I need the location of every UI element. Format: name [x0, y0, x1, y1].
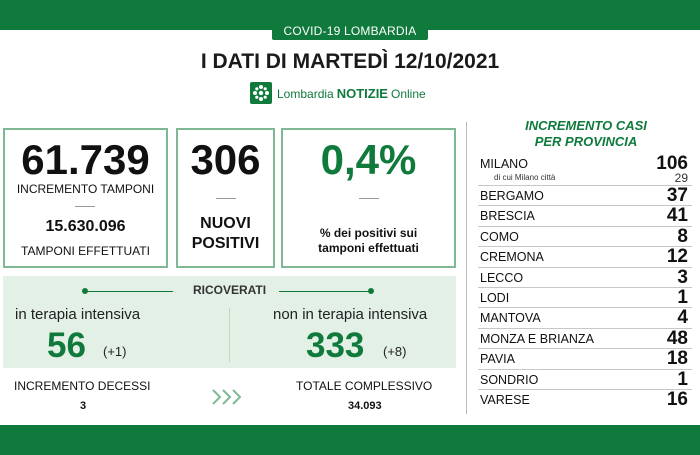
province-row: MANTOVA 4 — [478, 307, 692, 329]
province-row: BRESCIA 41 — [478, 205, 692, 227]
province-row: CREMONA 12 — [478, 246, 692, 268]
header-tag: COVID-19 LOMBARDIA — [272, 22, 428, 40]
brand-name: Lombardia NOTIZIE Online — [277, 86, 426, 101]
province-value: 48 — [666, 327, 688, 349]
tamponi-total: 15.630.096 — [45, 218, 126, 235]
province-row-milano: MILANO 106 di cui Milano città 29 — [478, 153, 692, 186]
percent-label-line1: % dei positivi sui — [319, 226, 418, 240]
percent-label-line2: tamponi effettuati — [318, 241, 419, 255]
province-row: BERGAMO 37 — [478, 185, 692, 207]
ricoverati-divider — [229, 308, 230, 362]
province-value: 37 — [666, 185, 688, 206]
tamponi-card: 61.739 INCREMENTO TAMPONI 15.630.096 TAM… — [3, 128, 168, 268]
tamponi-increment: 61.739 — [21, 136, 150, 183]
province-name: MONZA E BRIANZA — [480, 331, 594, 346]
ricoverati-line-right — [279, 291, 370, 292]
lombardia-rose-icon — [250, 82, 272, 104]
percent-card: 0,4% % dei positivi sui tamponi effettua… — [281, 128, 456, 268]
positivi-card: 306 NUOVI POSITIVI — [176, 128, 275, 268]
province-title-line1: INCREMENTO CASI — [525, 118, 647, 133]
province-title-line2: PER PROVINCIA — [534, 134, 638, 149]
separator — [216, 198, 236, 199]
page-title: I DATI DI MARTEDÌ 12/10/2021 — [200, 50, 500, 73]
province-row: PAVIA 18 — [478, 348, 692, 370]
province-name: BRESCIA — [480, 209, 535, 224]
separator — [75, 206, 95, 207]
ricoverati-panel: RICOVERATI in terapia intensiva 56 (+1) … — [3, 276, 456, 368]
province-name: MILANO — [480, 157, 528, 171]
province-value: 16 — [666, 388, 688, 410]
province-value: 4 — [677, 307, 688, 329]
intensive-delta: (+1) — [103, 344, 127, 359]
milano-city-label: di cui Milano città — [494, 173, 556, 182]
separator — [359, 198, 379, 199]
province-value: 1 — [677, 286, 688, 308]
province-name: SONDRIO — [480, 372, 539, 387]
positivi-label-line1: NUOVI — [200, 215, 251, 232]
province-name: MANTOVA — [480, 311, 541, 326]
province-name: LECCO — [480, 270, 524, 285]
province-value: 3 — [677, 266, 688, 288]
percent-label: % dei positivi sui tamponi effettuati — [283, 226, 454, 256]
province-value: 41 — [666, 205, 688, 227]
non-intensive-delta: (+8) — [383, 344, 407, 359]
province-name: PAVIA — [480, 352, 515, 367]
province-name: CREMONA — [480, 250, 544, 265]
vertical-divider — [466, 122, 467, 414]
brand-part2: NOTIZIE — [336, 85, 388, 101]
tamponi-total-label: TAMPONI EFFETTUATI — [21, 244, 150, 258]
non-intensive-label: non in terapia intensiva — [273, 306, 428, 323]
decessi-total-label: TOTALE COMPLESSIVO — [296, 379, 433, 393]
province-value: 106 — [656, 153, 688, 174]
province-title: INCREMENTO CASI PER PROVINCIA — [478, 118, 694, 150]
province-value: 12 — [666, 246, 688, 268]
positivi-label-line2: POSITIVI — [191, 235, 260, 252]
province-row: COMO 8 — [478, 225, 692, 248]
decessi-increment-label: INCREMENTO DECESSI — [14, 379, 151, 393]
milano-city-value: 29 — [674, 171, 688, 185]
positivi-label: NUOVI POSITIVI — [178, 214, 273, 254]
percent-value: 0,4% — [320, 136, 417, 183]
ricoverati-title-text: RICOVERATI — [184, 283, 275, 297]
intensive-label: in terapia intensiva — [15, 306, 141, 323]
triple-chevron-right-icon — [210, 388, 246, 411]
decessi-increment-value: 3 — [80, 400, 87, 412]
ricoverati-dot-left — [82, 288, 88, 294]
positivi-value: 306 — [190, 136, 261, 183]
ricoverati-title: RICOVERATI — [3, 283, 456, 297]
bottom-band — [0, 425, 700, 455]
ricoverati-line-left — [85, 291, 173, 292]
brand-logo: Lombardia NOTIZIE Online — [250, 81, 426, 105]
province-name: LODI — [480, 290, 510, 305]
province-row: LECCO 3 — [478, 266, 692, 288]
province-list: MILANO 106 di cui Milano città 29 BERGAM… — [478, 153, 692, 410]
province-row: MONZA E BRIANZA 48 — [478, 327, 692, 350]
tamponi-increment-label: INCREMENTO TAMPONI — [16, 182, 155, 196]
province-value: 8 — [677, 225, 688, 247]
non-intensive-value: 333 — [306, 326, 365, 365]
province-row: SONDRIO 1 — [478, 368, 692, 390]
ricoverati-dot-right — [368, 288, 374, 294]
intensive-value: 56 — [47, 326, 86, 365]
province-row: LODI 1 — [478, 286, 692, 309]
province-value: 18 — [666, 348, 688, 370]
province-name: BERGAMO — [480, 189, 544, 203]
decessi-total-value: 34.093 — [348, 400, 382, 412]
province-name: VARESE — [480, 392, 530, 407]
province-row: VARESE 16 — [478, 388, 692, 410]
province-name: COMO — [480, 229, 519, 244]
province-value: 1 — [677, 368, 688, 390]
brand-part1: Lombardia — [277, 86, 334, 101]
brand-part3: Online — [390, 86, 426, 101]
